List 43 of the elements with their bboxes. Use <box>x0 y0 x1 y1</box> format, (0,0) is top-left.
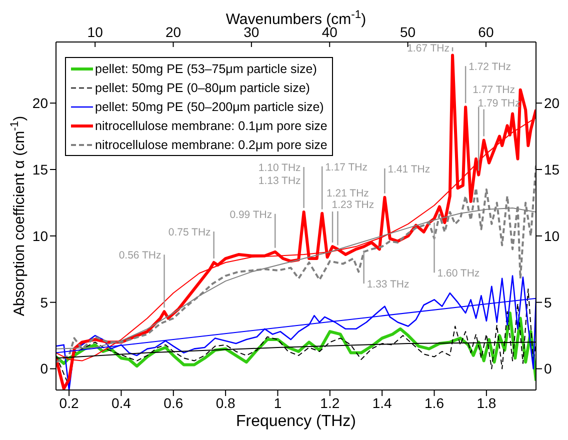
x2-tick-label: 50 <box>400 24 416 40</box>
annotation: 1.17 THz <box>325 161 368 174</box>
x-tick-label: 0.6 <box>164 394 184 411</box>
y2-tick-label: 20 <box>544 95 560 112</box>
x-axis-title: Frequency (THz) <box>236 413 356 430</box>
annotation: 1.72 THz <box>468 61 511 74</box>
y-tick-label: 0 <box>40 360 48 377</box>
x2-tick-label: 60 <box>478 24 494 40</box>
annotation: 1.77 THz <box>472 84 516 96</box>
annotation: 1.13 THz <box>258 175 301 188</box>
y-tick-label: 15 <box>32 161 48 178</box>
x-tick-label: 1.2 <box>320 394 340 411</box>
y-tick-label: 5 <box>40 294 48 310</box>
legend-label: pellet: 50mg PE (50–200μm particle size) <box>95 100 324 114</box>
x-tick-label: 1.4 <box>372 394 392 411</box>
annotation: 1.67 THz <box>407 42 450 54</box>
annotation: 1.21 THz <box>326 188 369 200</box>
legend-label: pellet: 50mg PE (53–75μm particle size) <box>95 62 317 76</box>
x-tick-label: 0.4 <box>111 394 132 411</box>
x-tick-label: 1.8 <box>476 394 496 411</box>
annotation: 1.33 THz <box>366 278 410 291</box>
y2-tick-label: 15 <box>544 161 560 178</box>
y2-tick-label: 0 <box>544 360 552 377</box>
x-tick-label: 1.6 <box>424 394 444 411</box>
y2-tick-label: 10 <box>544 228 560 244</box>
y2-tick-label: 5 <box>544 294 552 310</box>
annotation: 0.75 THz <box>168 226 211 238</box>
legend-label: nitrocellulose membrane: 0.2μm pore size <box>95 138 328 152</box>
annotation: 1.10 THz <box>258 162 301 174</box>
annotation: 1.41 THz <box>388 163 430 176</box>
x-tick-label: 0.2 <box>59 394 79 411</box>
legend-label: nitrocellulose membrane: 0.1μm pore size <box>95 118 328 132</box>
y-tick-label: 10 <box>32 228 48 244</box>
annotation: 1.60 THz <box>437 268 480 280</box>
x2-tick-label: 10 <box>87 24 104 40</box>
y-tick-label: 20 <box>32 95 48 112</box>
annotation: 0.56 THz <box>118 250 162 262</box>
legend-label: pellet: 50mg PE (0–80μm particle size) <box>95 80 310 94</box>
x2-tick-label: 20 <box>165 24 182 40</box>
annotation: 1.23 THz <box>332 199 374 212</box>
x-tick-label: 1 <box>274 394 282 411</box>
annotation: 0.99 THz <box>230 208 272 221</box>
x-tick-label: 0.8 <box>216 394 236 411</box>
